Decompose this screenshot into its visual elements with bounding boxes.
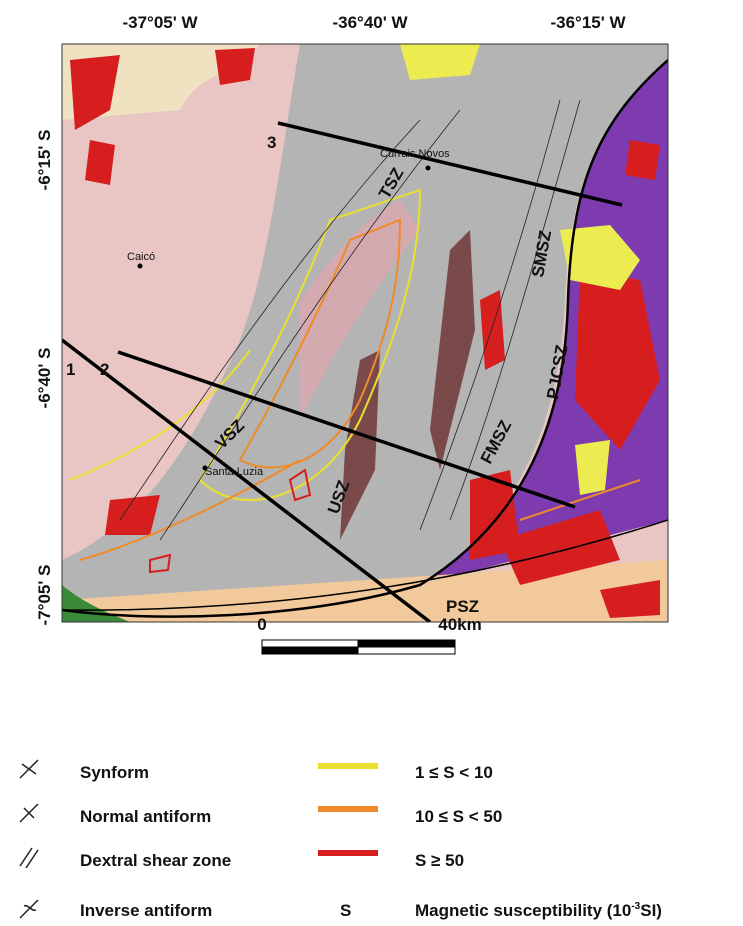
note-text: Magnetic susceptibility (10 xyxy=(415,901,631,920)
profile-number: 1 xyxy=(66,360,75,379)
lat-label: -7°05' S xyxy=(35,565,54,626)
lat-label: -6°40' S xyxy=(35,348,54,409)
profile-number: 2 xyxy=(100,360,109,379)
scale-label: 40km xyxy=(438,615,481,634)
figure: -37°05' W -36°40' W -36°15' W -6°15' S -… xyxy=(0,0,743,926)
zone-label: PSZ xyxy=(446,597,479,616)
legend-symbol: S xyxy=(340,901,351,920)
legend-label: Synform xyxy=(80,763,149,782)
lon-label: -36°40' W xyxy=(332,13,408,32)
note-unit: SI) xyxy=(640,901,662,920)
legend-label: Dextral shear zone xyxy=(80,851,231,870)
place-label: Caicó xyxy=(127,251,155,263)
lat-label: -6°15' S xyxy=(35,130,54,191)
lon-label: -36°15' W xyxy=(550,13,626,32)
legend-label: Normal antiform xyxy=(80,807,211,826)
profile-number: 3 xyxy=(267,133,276,152)
scale-label: 0 xyxy=(257,615,266,634)
lon-label: -37°05' W xyxy=(122,13,198,32)
legend-symbols xyxy=(20,760,38,918)
legend-label: Inverse antiform xyxy=(80,901,212,920)
legend-note: Magnetic susceptibility (10-3SI) xyxy=(415,901,662,920)
legend-label: S ≥ 50 xyxy=(415,851,464,870)
scale-bar xyxy=(262,640,455,654)
geologic-map xyxy=(62,44,668,622)
place-label: Currais Novos xyxy=(380,148,450,160)
place-label: Santa Luzia xyxy=(205,466,264,478)
legend-label: 1 ≤ S < 10 xyxy=(415,763,493,782)
legend-label: 10 ≤ S < 50 xyxy=(415,807,502,826)
